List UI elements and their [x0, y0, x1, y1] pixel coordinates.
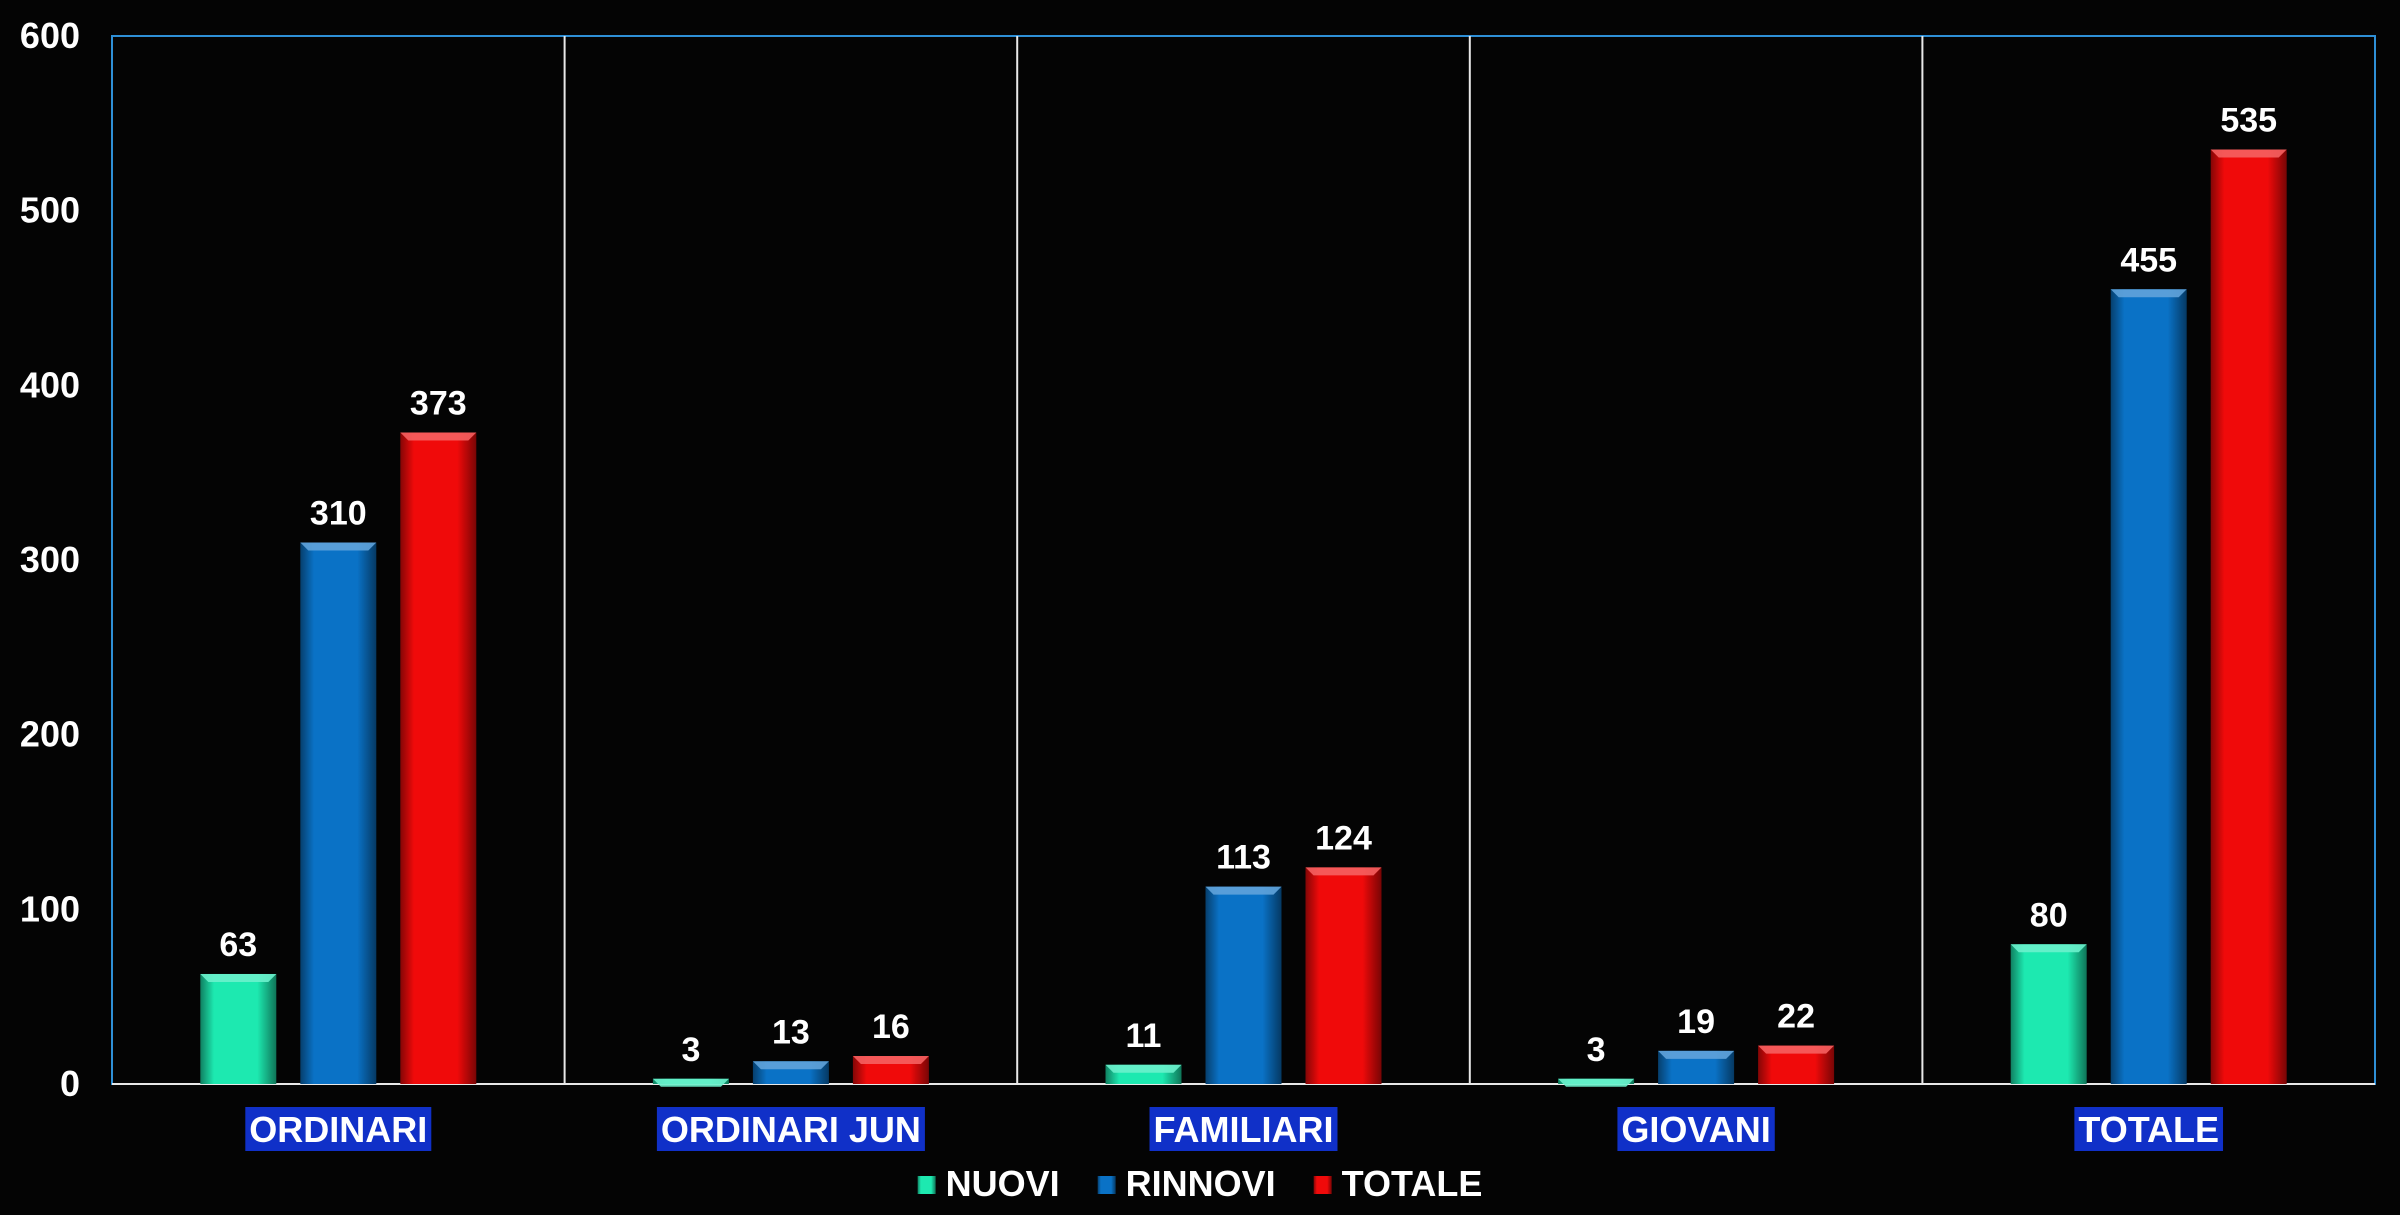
y-tick-label: 100 [20, 888, 80, 929]
bar-value-label: 63 [219, 926, 257, 964]
category-label-bg [2074, 1107, 2224, 1151]
bar-bevel [652, 1078, 729, 1087]
category-label-text: FAMILIARI [1154, 1109, 1334, 1150]
bar-nuovi-ordinari [200, 973, 277, 1084]
bar-bevel [1205, 886, 1282, 895]
category-label-text: ORDINARI JUN [661, 1109, 921, 1150]
y-tick-label: 400 [20, 364, 80, 405]
bar-rinnovi-totale [2110, 289, 2187, 1084]
legend-swatch [1313, 1176, 1332, 1194]
bar-totale-ordinari [400, 432, 477, 1084]
category-label-text: GIOVANI [1621, 1109, 1770, 1150]
bar-value-label: 16 [872, 1008, 910, 1046]
bar-totale-totale [2210, 149, 2287, 1085]
category-label: GIOVANI [1617, 1107, 1775, 1151]
bar-value-label: 455 [2120, 241, 2177, 279]
bar-bevel [200, 973, 277, 982]
bar-bevel [852, 1056, 929, 1065]
bar-totale-familiari [1305, 867, 1382, 1084]
bar-value-label: 373 [410, 384, 467, 422]
bar-value-label: 535 [2220, 102, 2277, 140]
category-label: TOTALE [2074, 1107, 2224, 1151]
bar-value-label: 11 [1126, 1017, 1162, 1055]
legend-swatch [1097, 1176, 1116, 1194]
bar-value-label: 80 [2030, 896, 2068, 934]
legend-item-rinnovi: RINNOVI [1097, 1163, 1276, 1204]
y-tick-label: 0 [60, 1063, 80, 1104]
bar-bevel [1558, 1078, 1635, 1087]
category-label-bg [656, 1107, 925, 1151]
legend-label: NUOVI [946, 1163, 1060, 1204]
category-label: ORDINARI [245, 1107, 432, 1151]
y-tick-label: 500 [20, 190, 80, 231]
category-label-text: ORDINARI [249, 1109, 427, 1150]
bar-value-label: 310 [310, 495, 367, 533]
bar-rinnovi-familiari [1205, 886, 1282, 1084]
category-label: ORDINARI JUN [656, 1107, 925, 1151]
category-label-bg [245, 1107, 432, 1151]
bar-value-label: 113 [1216, 839, 1271, 877]
bar-bevel [1658, 1050, 1735, 1059]
bar-bevel [400, 432, 477, 441]
legend-item-totale: TOTALE [1313, 1163, 1483, 1204]
bar-bevel [1758, 1045, 1835, 1054]
bar-bevel [300, 542, 377, 551]
bar-value-label: 22 [1777, 998, 1815, 1036]
y-tick-label: 200 [20, 714, 80, 755]
legend-label: TOTALE [1342, 1163, 1483, 1204]
bar-rinnovi-ordinari [300, 542, 377, 1084]
bar-bevel [2210, 149, 2287, 158]
bar-bevel [1305, 867, 1382, 876]
category-label-bg [1149, 1107, 1338, 1151]
category-label: FAMILIARI [1149, 1107, 1338, 1151]
y-tick-label: 300 [20, 539, 80, 580]
category-label-text: TOTALE [2078, 1109, 2219, 1150]
bar-bevel [1105, 1064, 1182, 1073]
bar-value-label: 3 [681, 1031, 700, 1069]
bar-value-label: 19 [1677, 1003, 1715, 1041]
legend-label: RINNOVI [1126, 1163, 1276, 1204]
y-tick-label: 600 [20, 15, 80, 56]
bar-value-label: 124 [1315, 819, 1372, 857]
bar-value-label: 3 [1587, 1031, 1606, 1069]
legend-swatch [917, 1176, 936, 1194]
bar-bevel [2110, 289, 2187, 298]
bar-nuovi-totale [2010, 944, 2087, 1084]
category-label-bg [1617, 1107, 1775, 1151]
bar-bevel [2010, 944, 2087, 953]
bar-value-label: 13 [772, 1013, 810, 1051]
legend-item-nuovi: NUOVI [917, 1163, 1060, 1204]
bar-bevel [752, 1061, 829, 1070]
